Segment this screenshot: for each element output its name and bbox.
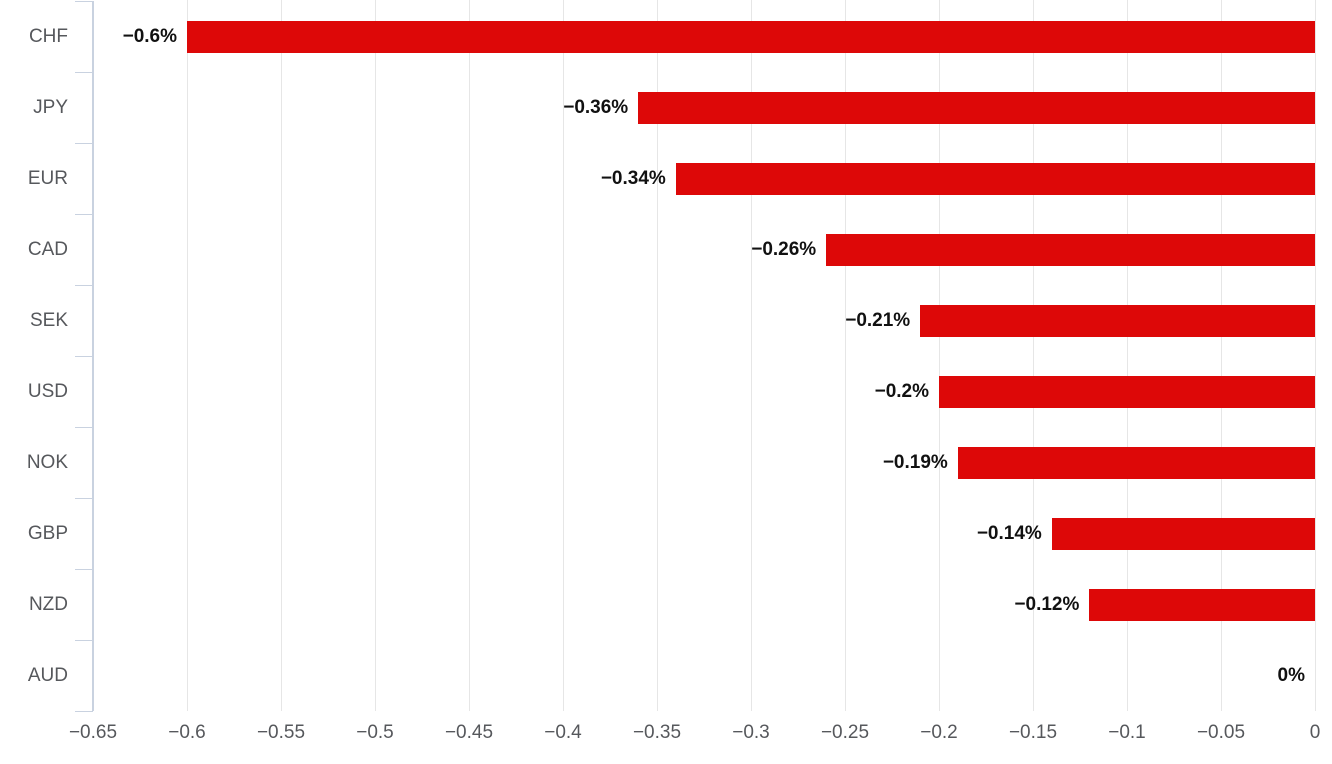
category-label-cad: CAD	[27, 238, 68, 260]
bar-value-label: 0%	[1277, 664, 1305, 686]
y-axis-tick	[75, 355, 93, 357]
bar-chf	[187, 20, 1315, 53]
gridline	[1126, 0, 1128, 711]
gridline	[1032, 0, 1034, 711]
gridline	[562, 0, 564, 711]
gridline	[280, 0, 282, 711]
y-axis-tick	[75, 426, 93, 428]
category-label-nok: NOK	[26, 451, 68, 473]
x-axis-tick-label: −0.65	[68, 722, 118, 743]
x-axis-tick-label: −0.15	[1008, 722, 1058, 743]
category-label-sek: SEK	[29, 309, 68, 331]
bar-eur	[675, 162, 1315, 195]
x-axis-tick-label: −0.25	[820, 722, 870, 743]
x-axis-tick-label: 0	[1309, 722, 1321, 743]
gridline	[938, 0, 940, 711]
gridline	[844, 0, 846, 711]
bar-sek	[920, 304, 1315, 337]
x-axis-tick-label: −0.55	[256, 722, 306, 743]
x-axis-tick-label: −0.05	[1196, 722, 1246, 743]
y-axis-tick	[75, 710, 93, 712]
x-axis-tick-label: −0.1	[1108, 722, 1146, 743]
bar-value-label: −0.26%	[751, 238, 817, 260]
category-label-eur: EUR	[27, 167, 68, 189]
y-axis-tick	[75, 284, 93, 286]
gridline	[186, 0, 188, 711]
y-axis-tick	[75, 0, 93, 2]
category-label-aud: AUD	[27, 664, 68, 686]
bar-jpy	[638, 91, 1315, 124]
bar-value-label: −0.6%	[122, 25, 177, 47]
x-axis-tick-label: −0.3	[732, 722, 770, 743]
gridline	[1220, 0, 1222, 711]
category-label-usd: USD	[27, 380, 68, 402]
x-axis-tick-label: −0.5	[356, 722, 394, 743]
x-axis-tick-label: −0.6	[168, 722, 206, 743]
bar-value-label: −0.36%	[563, 96, 629, 118]
y-axis-tick	[75, 568, 93, 570]
bar-gbp	[1051, 517, 1315, 550]
x-axis-tick-label: −0.2	[920, 722, 958, 743]
category-label-jpy: JPY	[33, 96, 68, 118]
bar-nzd	[1089, 588, 1315, 621]
bar-nok	[957, 446, 1315, 479]
y-axis-tick	[75, 639, 93, 641]
gridline	[468, 0, 470, 711]
bar-value-label: −0.21%	[845, 309, 911, 331]
bar-value-label: −0.19%	[882, 451, 948, 473]
y-axis-tick	[75, 213, 93, 215]
x-axis-tick-label: −0.35	[632, 722, 682, 743]
category-label-gbp: GBP	[27, 522, 68, 544]
bar-value-label: −0.34%	[600, 167, 666, 189]
category-label-nzd: NZD	[28, 593, 68, 615]
bar-value-label: −0.14%	[976, 522, 1042, 544]
bar-usd	[939, 375, 1315, 408]
gridline	[1314, 0, 1316, 711]
x-axis-tick-label: −0.4	[544, 722, 582, 743]
y-axis-tick	[75, 142, 93, 144]
bar-value-label: −0.12%	[1014, 593, 1080, 615]
x-axis-tick-label: −0.45	[444, 722, 494, 743]
category-label-chf: CHF	[28, 25, 68, 47]
gridline	[656, 0, 658, 711]
gridline	[374, 0, 376, 711]
bar-value-label: −0.2%	[874, 380, 929, 402]
y-axis-tick	[75, 497, 93, 499]
bar-cad	[826, 233, 1315, 266]
y-axis-tick	[75, 71, 93, 73]
gridline	[750, 0, 752, 711]
